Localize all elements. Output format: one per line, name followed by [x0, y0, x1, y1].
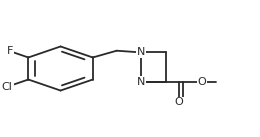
- Text: Cl: Cl: [2, 82, 13, 92]
- Text: F: F: [6, 46, 13, 56]
- Text: O: O: [175, 97, 184, 107]
- Text: O: O: [198, 77, 206, 87]
- Text: N: N: [136, 47, 145, 57]
- Text: N: N: [136, 77, 145, 87]
